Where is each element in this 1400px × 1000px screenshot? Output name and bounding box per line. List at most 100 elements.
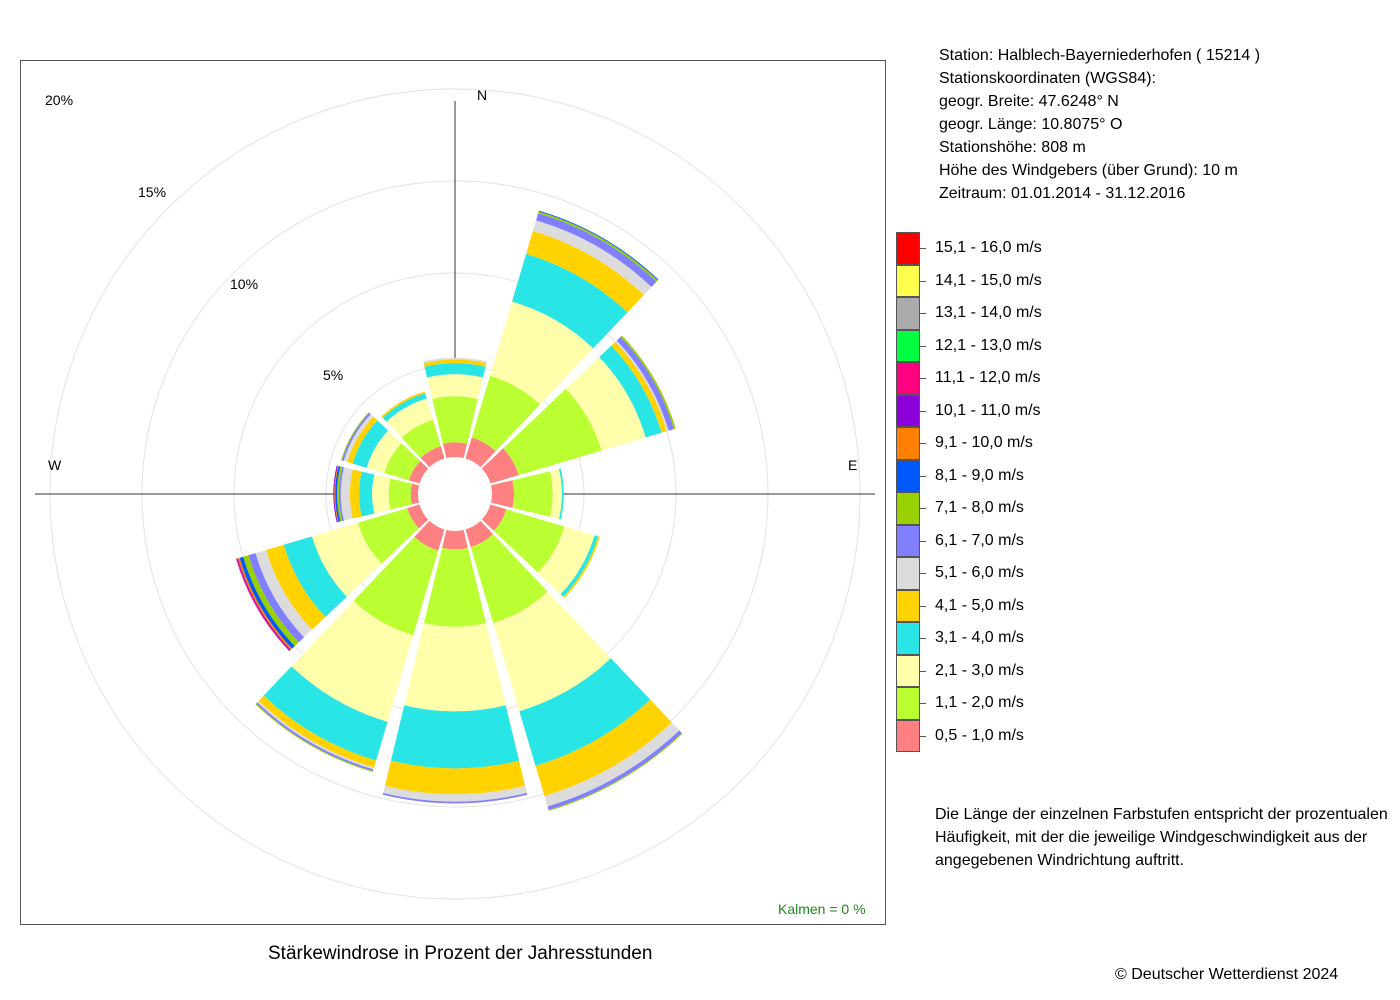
- legend-swatch: [896, 687, 920, 720]
- legend-tick: [920, 313, 926, 315]
- station-info: Station: Halblech-Bayerniederhofen ( 152…: [939, 44, 1260, 205]
- rose-segment: [490, 480, 515, 508]
- legend-swatch: [896, 622, 920, 655]
- station-latitude: geogr. Breite: 47.6248° N: [939, 93, 1119, 110]
- rose-segment: [493, 591, 611, 712]
- rose-segment: [248, 553, 305, 643]
- legend-label: 3,1 - 4,0 m/s: [935, 629, 1024, 647]
- legend-tick: [920, 378, 926, 380]
- rose-segment: [338, 466, 344, 522]
- rose-segment: [565, 357, 646, 451]
- rose-segment: [263, 666, 388, 761]
- rose-segment: [550, 469, 562, 519]
- rose-segment: [471, 375, 540, 452]
- anemometer-height: Höhe des Windgebers (über Grund): 10 m: [939, 162, 1238, 179]
- direction-label-north: N: [477, 87, 488, 103]
- rose-segment: [481, 448, 519, 484]
- rose-segment: [424, 547, 486, 627]
- legend-tick: [920, 703, 926, 705]
- legend-tick: [920, 573, 926, 575]
- legend-swatch: [896, 329, 920, 362]
- legend-tick: [920, 735, 926, 737]
- ring-label-20: 20%: [45, 92, 74, 108]
- rose-segment: [359, 471, 375, 517]
- legend-swatch: [896, 362, 920, 395]
- legend-swatch: [896, 427, 920, 460]
- legend-tick: [920, 540, 926, 542]
- rose-segment: [470, 534, 548, 623]
- rose-segment: [423, 359, 487, 367]
- station-elevation: Stationshöhe: 808 m: [939, 139, 1086, 156]
- rose-segment: [401, 419, 441, 458]
- legend-label: 10,1 - 11,0 m/s: [935, 401, 1041, 419]
- rose-segment: [427, 374, 483, 399]
- chart-title: Stärkewindrose in Prozent der Jahresstun…: [268, 943, 653, 964]
- rose-segment: [442, 442, 468, 459]
- rose-segment: [563, 536, 600, 598]
- rose-segment: [408, 460, 429, 484]
- legend-tick: [920, 670, 926, 672]
- ring-label-10: 10%: [230, 276, 259, 292]
- rose-segment: [340, 467, 353, 521]
- rose-segment: [243, 555, 299, 647]
- rose-segment: [343, 414, 374, 463]
- rose-segment: [372, 474, 391, 514]
- station-name: Station: Halblech-Bayerniederhofen ( 152…: [939, 47, 1261, 64]
- rose-segment: [384, 760, 526, 795]
- legend-tick: [920, 508, 926, 510]
- rose-segment: [334, 465, 339, 523]
- legend-label: 7,1 - 8,0 m/s: [935, 499, 1024, 517]
- legend-swatch: [896, 232, 920, 265]
- legend-label: 1,1 - 2,0 m/s: [935, 694, 1024, 712]
- legend-label: 9,1 - 10,0 m/s: [935, 434, 1033, 452]
- legend-swatch: [896, 297, 920, 330]
- rose-segment: [347, 416, 378, 464]
- rose-segment: [512, 471, 553, 517]
- station-coordinates-heading: Stationskoordinaten (WGS84):: [939, 70, 1156, 87]
- rose-segment: [490, 301, 594, 405]
- legend-label: 8,1 - 9,0 m/s: [935, 466, 1024, 484]
- legend-label: 14,1 - 15,0 m/s: [935, 271, 1042, 289]
- wind-rose-plot-area: 5% 10% 15% 20% N E W Kalmen = 0 %: [20, 60, 886, 925]
- legend-label: 5,1 - 6,0 m/s: [935, 564, 1024, 582]
- direction-label-east: E: [848, 457, 858, 473]
- rose-segment: [291, 600, 414, 722]
- legend-swatch: [896, 719, 920, 752]
- rose-segment: [526, 230, 644, 313]
- rose-segment: [283, 536, 347, 617]
- legend-tick: [920, 443, 926, 445]
- rose-segment: [616, 336, 674, 431]
- rose-segment: [382, 792, 528, 804]
- rose-segment: [512, 253, 628, 349]
- legend-label: 2,1 - 3,0 m/s: [935, 661, 1024, 679]
- wind-rose-chart: [35, 88, 875, 900]
- legend-tick: [920, 410, 926, 412]
- rose-segment: [532, 220, 652, 295]
- rose-segment: [423, 357, 487, 364]
- rose-segment: [465, 437, 496, 468]
- rose-segment: [311, 522, 382, 597]
- rose-segment: [337, 466, 343, 522]
- rose-segment: [519, 658, 651, 766]
- rose-segment: [560, 535, 599, 597]
- explanation-note: Die Länge der einzelnen Farbstufen entsp…: [935, 806, 1388, 869]
- rose-segment: [414, 520, 445, 551]
- rose-segment: [481, 504, 507, 531]
- legend-label: 11,1 - 12,0 m/s: [935, 369, 1041, 387]
- rose-segment: [537, 526, 595, 595]
- rose-segment: [611, 341, 667, 433]
- legend-tick: [920, 638, 926, 640]
- legend-label: 4,1 - 5,0 m/s: [935, 596, 1024, 614]
- legend-tick: [920, 248, 926, 250]
- rose-segment: [255, 549, 313, 638]
- rose-segment: [258, 695, 377, 768]
- rose-segment: [535, 699, 672, 796]
- rose-segment: [386, 398, 433, 438]
- legend-swatch: [896, 394, 920, 427]
- rose-segment: [410, 483, 420, 505]
- rose-segment: [432, 396, 478, 444]
- legend-swatch: [896, 459, 920, 492]
- copyright-notice: © Deutscher Wetterdienst 2024: [1115, 966, 1339, 983]
- rose-segment: [366, 430, 402, 474]
- rose-segment: [558, 468, 564, 520]
